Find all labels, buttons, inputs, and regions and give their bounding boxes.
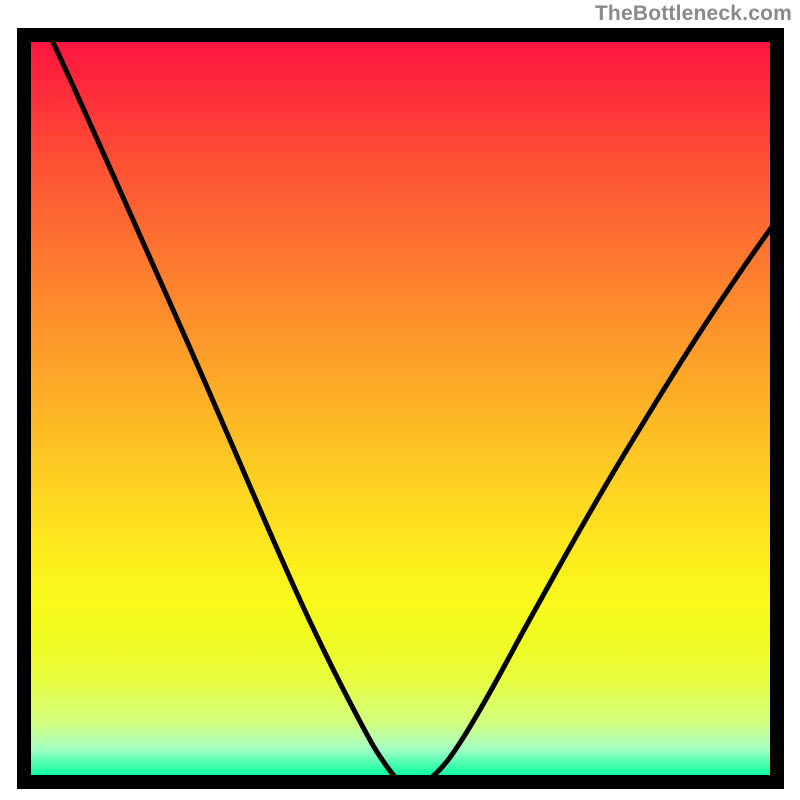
gradient-background <box>31 42 770 775</box>
bottleneck-chart <box>0 0 800 800</box>
chart-container: { "meta": { "width": 800, "height": 800 … <box>0 0 800 800</box>
